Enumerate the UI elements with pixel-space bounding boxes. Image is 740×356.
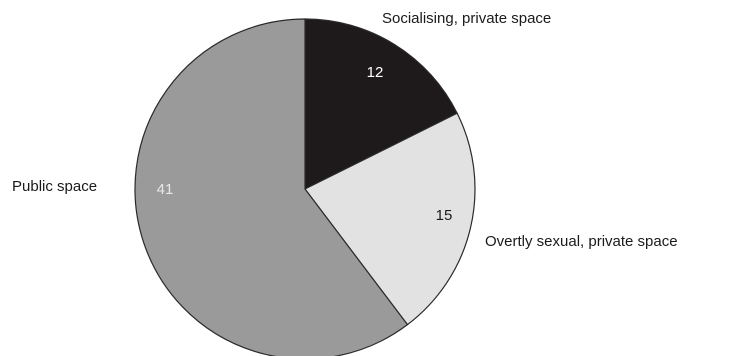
slice-value-label-socialising: 12 [367,64,384,81]
pie-slices [134,18,476,356]
slice-value-label-public-space: 41 [157,181,174,198]
pie-slice-public-space [134,18,409,356]
pie-slice-socialising-private-space [304,18,458,190]
slice-category-label-socialising: Socialising, private space [382,10,551,27]
slice-category-label-public-space: Public space [12,178,97,195]
slice-value-label-overtly-sexual: 15 [436,207,453,224]
slice-category-label-overtly-sexual: Overtly sexual, private space [485,233,678,250]
pie-slice-overtly-sexual-private-space [304,112,476,326]
